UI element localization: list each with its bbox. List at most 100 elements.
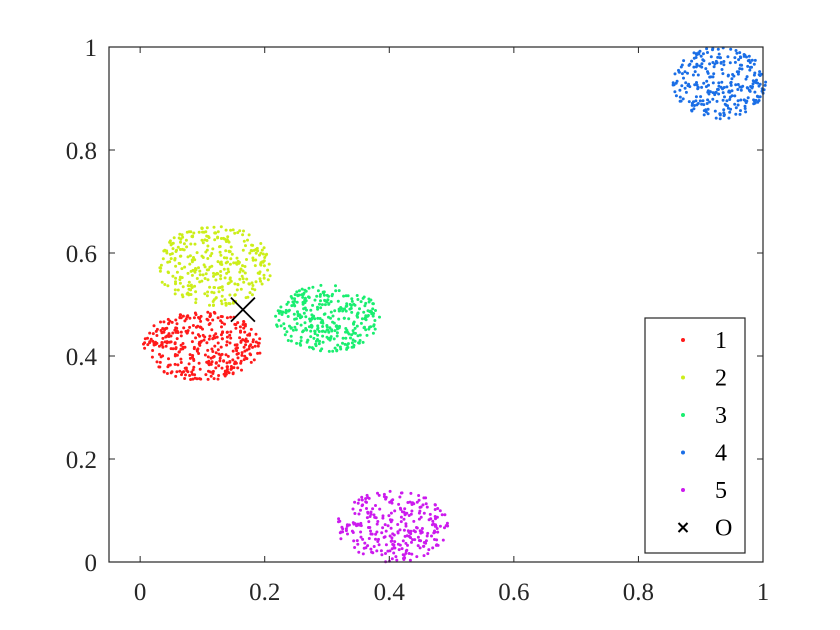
point-series-2 [181,285,185,289]
point-series-4 [733,102,737,106]
point-series-3 [347,317,351,321]
point-series-4 [728,98,732,101]
point-series-2 [185,245,189,249]
point-series-4 [712,65,716,69]
point-series-3 [323,330,327,334]
point-series-3 [350,310,354,314]
point-series-2 [176,245,180,249]
point-series-3 [300,315,304,319]
point-series-4 [759,72,763,76]
point-series-4 [686,71,689,75]
point-series-1 [174,318,178,322]
point-series-2 [258,277,262,281]
point-series-4 [732,74,736,78]
point-series-4 [727,90,731,94]
point-series-1 [206,361,210,365]
point-series-3 [314,342,318,346]
point-series-3 [334,289,338,293]
point-series-5 [426,552,430,556]
point-series-5 [356,501,360,505]
point-series-4 [682,59,686,63]
point-series-5 [406,529,410,533]
point-series-2 [234,261,238,265]
point-series-5 [375,549,379,553]
point-series-2 [221,288,225,292]
point-series-2 [176,288,180,292]
point-series-2 [194,297,198,301]
point-series-3 [311,285,315,289]
point-series-1 [211,372,215,375]
point-series-3 [289,339,293,343]
point-series-1 [206,310,210,314]
point-series-1 [249,343,253,347]
point-series-4 [683,70,687,74]
point-series-4 [702,59,706,63]
point-series-2 [241,248,245,252]
point-series-1 [231,372,235,376]
y-tick-label: 0.6 [66,241,97,268]
point-series-1 [149,337,153,341]
point-series-3 [367,327,371,331]
point-series-3 [321,325,325,328]
point-series-5 [398,495,402,499]
point-series-2 [204,250,208,254]
point-series-1 [192,365,196,369]
point-series-3 [296,314,300,318]
point-series-3 [286,339,290,342]
point-series-2 [194,268,198,272]
point-series-3 [287,309,290,313]
point-series-3 [360,317,364,321]
point-series-4 [718,113,722,117]
point-series-4 [698,64,702,68]
point-series-1 [182,326,186,330]
point-series-5 [374,532,378,536]
point-series-4 [728,61,732,65]
point-series-4 [719,61,723,65]
point-series-3 [321,340,325,344]
point-series-5 [371,507,375,511]
point-series-2 [201,230,204,234]
point-series-2 [259,242,263,245]
point-series-2 [213,231,217,235]
point-series-2 [253,264,257,268]
point-series-2 [212,271,215,275]
point-series-5 [398,528,402,532]
point-series-1 [246,333,250,337]
point-series-2 [214,278,218,282]
point-series-4 [693,83,697,87]
point-series-1 [165,340,169,344]
point-series-5 [355,539,359,543]
point-series-3 [320,347,324,351]
point-series-2 [178,281,182,285]
point-series-1 [167,357,170,361]
point-series-4 [750,65,753,69]
point-series-4 [694,95,698,99]
point-series-3 [284,311,288,315]
point-series-5 [357,498,361,502]
point-series-5 [377,493,381,497]
point-series-3 [319,283,323,287]
point-series-3 [335,334,339,338]
point-series-2 [207,268,210,272]
point-series-5 [404,524,408,528]
point-series-3 [344,309,348,313]
point-series-1 [169,347,173,351]
point-series-1 [188,353,192,357]
point-series-2 [212,274,215,278]
point-series-4 [714,116,718,120]
point-series-3 [319,306,323,310]
point-series-4 [678,88,682,92]
point-series-4 [745,75,749,79]
point-series-2 [218,245,222,248]
point-series-2 [216,272,220,276]
x-tick-label: 0.8 [623,579,654,606]
point-series-1 [220,321,224,325]
point-series-1 [199,326,203,329]
point-series-3 [279,305,283,309]
point-series-5 [372,513,376,517]
point-series-1 [209,370,212,374]
point-series-5 [344,527,348,531]
point-series-4 [687,100,691,104]
point-series-4 [733,94,737,98]
point-series-1 [228,360,232,363]
